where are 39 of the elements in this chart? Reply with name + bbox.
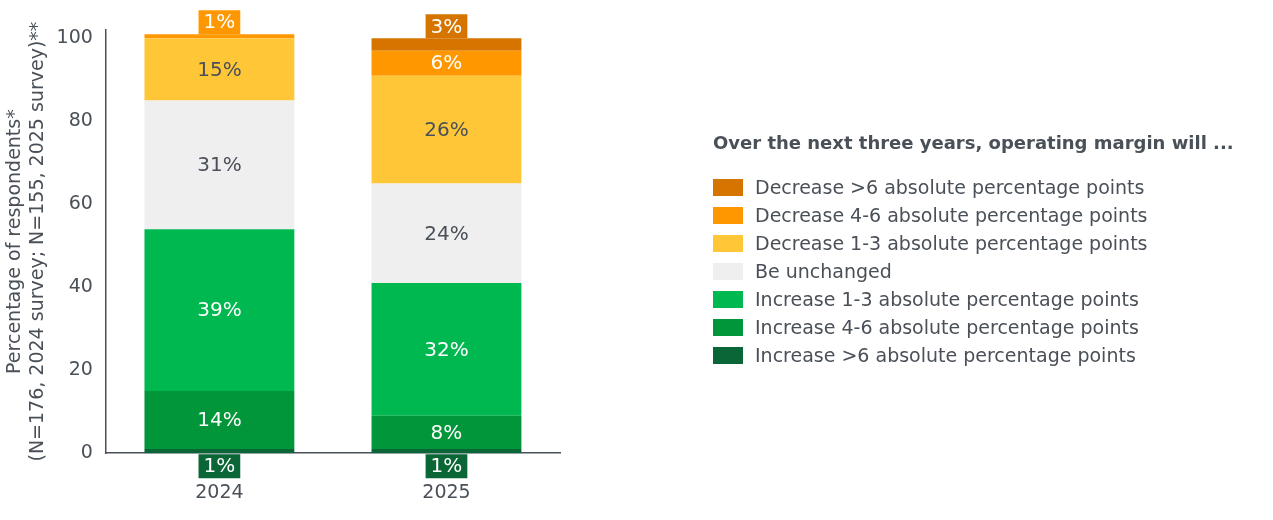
legend-title: Over the next three years, operating margin will ...	[713, 132, 1234, 153]
bar	[144, 390, 295, 450]
data-label: 24%	[424, 220, 469, 245]
bar	[144, 100, 295, 230]
legend-label: Decrease 1-3 absolute percentage points	[755, 232, 1148, 254]
data-label: 1%	[203, 9, 236, 34]
bar	[144, 38, 295, 101]
legend-label: Increase 1-3 absolute percentage points	[755, 288, 1139, 310]
y-tick-label: 80	[68, 108, 93, 131]
y-axis-title: Percentage of respondents* (N=176, 2024 survey; N=155, 2025 survey)**	[2, 21, 48, 462]
data-label: 31%	[197, 152, 242, 177]
data-label: 39%	[197, 297, 242, 322]
legend-label: Increase >6 absolute percentage points	[755, 344, 1136, 366]
bar	[371, 183, 522, 284]
bar	[371, 283, 522, 416]
y-tick-label: 100	[56, 25, 93, 48]
y-tick-label: 40	[68, 274, 93, 297]
data-label: 6%	[430, 50, 463, 75]
legend-label: Decrease >6 absolute percentage points	[755, 176, 1145, 198]
x-tick-label: 2025	[422, 479, 471, 502]
data-label: 32%	[424, 336, 469, 361]
bar	[144, 229, 295, 391]
data-label: 8%	[430, 419, 463, 444]
data-label: 1%	[430, 453, 463, 478]
y-tick-label: 60	[68, 191, 93, 214]
legend-label: Decrease 4-6 absolute percentage points	[755, 204, 1148, 226]
data-label: 1%	[203, 453, 236, 478]
data-label: 3%	[430, 13, 463, 38]
x-tick-label: 2024	[195, 479, 244, 502]
y-tick-label: 20	[68, 357, 93, 380]
y-tick-label: 0	[80, 440, 93, 463]
legend-label: Be unchanged	[755, 260, 892, 282]
bar	[371, 50, 522, 76]
bar	[371, 75, 522, 184]
data-label: 26%	[424, 116, 469, 141]
data-label: 15%	[197, 56, 242, 81]
data-label: 14%	[197, 407, 242, 432]
bar	[371, 415, 522, 450]
legend-label: Increase 4-6 absolute percentage points	[755, 316, 1139, 338]
